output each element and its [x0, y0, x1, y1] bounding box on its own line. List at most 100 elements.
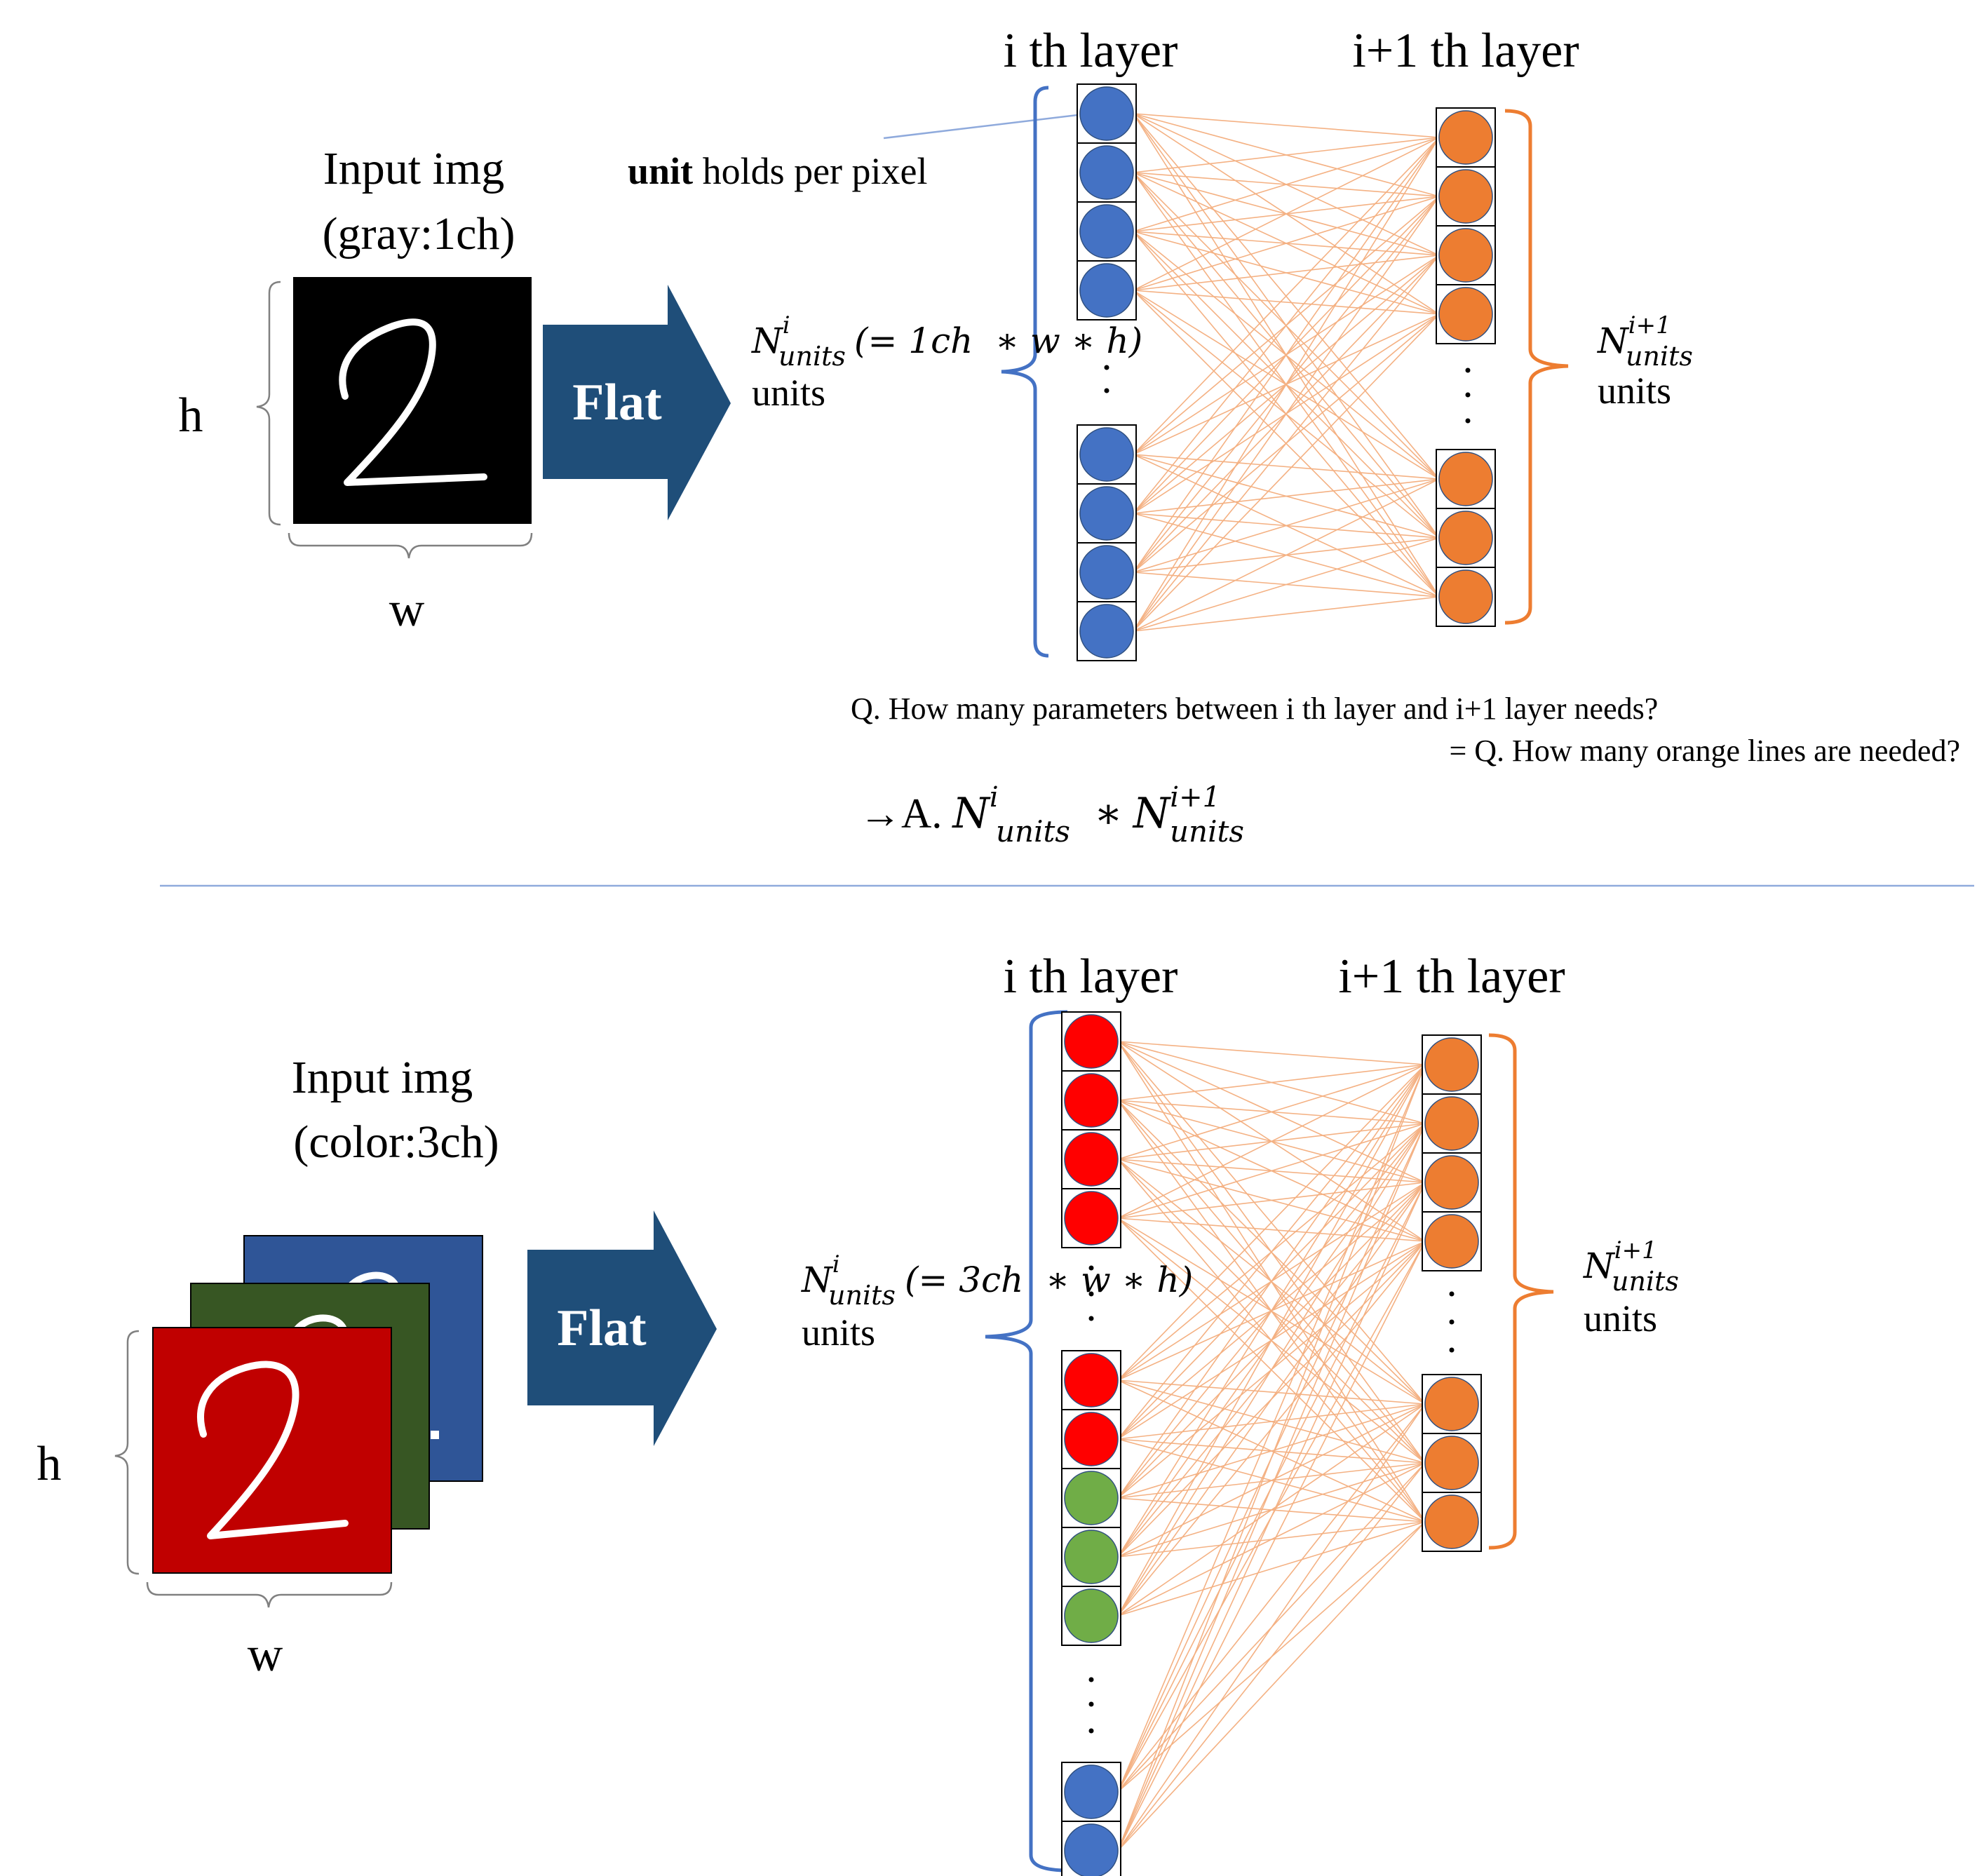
answer-sub1: units — [996, 814, 1070, 849]
connection-line — [1117, 1403, 1426, 1499]
top-right-ellipsis — [1465, 367, 1471, 424]
unit-circle — [1424, 1494, 1479, 1549]
unit-circle — [1079, 486, 1134, 541]
connection-line — [1133, 290, 1440, 315]
bottom-left-unit-2 — [1061, 1070, 1121, 1131]
unit-circle — [1079, 263, 1134, 318]
bottom-left-unit-1 — [1061, 1011, 1121, 1072]
connection-line — [1117, 1064, 1426, 1440]
bottom-right-unit-2 — [1422, 1093, 1482, 1154]
connection-line — [1133, 137, 1440, 455]
bottom-left-units-word: units — [802, 1311, 875, 1354]
connection-line — [1117, 1182, 1426, 1851]
connection-line — [1117, 1064, 1426, 1219]
unit-circle — [1424, 1214, 1479, 1269]
answer-formula: →A. Ni units ∗ Ni+1 units — [859, 781, 1244, 849]
bottom-layer-i1-title: i+1 th layer — [1338, 950, 1565, 1004]
top-right-unit-3 — [1436, 225, 1496, 285]
connection-line — [1117, 1182, 1426, 1617]
answer-N1: N — [951, 789, 991, 838]
unit-circle — [1438, 511, 1493, 565]
formula-sub: units — [1626, 341, 1693, 372]
formula-expr: (= 3ch ∗ w ∗ h) — [905, 1260, 1193, 1300]
connection-line — [1133, 478, 1440, 573]
connection-line — [1117, 1403, 1426, 1793]
connection-line — [1133, 313, 1440, 632]
connection-line — [1117, 1521, 1426, 1851]
unit-circle — [1424, 1377, 1479, 1431]
connection-line — [1117, 1123, 1426, 1851]
bottom-left-unit-3 — [1061, 1129, 1121, 1189]
answer-prefix: →A. — [859, 790, 952, 837]
bottom-left-brace — [985, 1010, 1068, 1872]
bottom-left-unit-10 — [1061, 1762, 1121, 1822]
connection-line — [1133, 137, 1440, 573]
bottom-left-unit-6 — [1061, 1409, 1121, 1469]
unit-circle — [1064, 1588, 1119, 1643]
bottom-left-unit-7 — [1061, 1468, 1121, 1528]
connection-line — [1117, 1403, 1426, 1558]
connection-line — [1133, 137, 1440, 232]
connection-line — [1133, 137, 1440, 173]
connection-line — [1117, 1403, 1426, 1851]
top-right-units-word: units — [1598, 370, 1671, 412]
top-w-brace — [288, 532, 533, 559]
top-left-unit-7 — [1077, 542, 1137, 602]
connection-line — [1133, 537, 1440, 632]
bottom-h-brace — [114, 1330, 140, 1575]
connection-line — [1117, 1462, 1426, 1617]
top-right-unit-7 — [1436, 567, 1496, 627]
bottom-right-unit-6 — [1422, 1433, 1482, 1493]
top-left-unit-8 — [1077, 601, 1137, 661]
bottom-left-unit-9 — [1061, 1586, 1121, 1646]
unit-circle — [1438, 169, 1493, 224]
connection-line — [1133, 478, 1440, 514]
connection-line — [1117, 1241, 1426, 1851]
top-flat-arrow — [543, 285, 731, 520]
top-right-unit-5 — [1436, 449, 1496, 509]
top-left-units-word: units — [752, 372, 825, 414]
connection-line — [1117, 1521, 1426, 1617]
top-right-unit-4 — [1436, 284, 1496, 344]
connection-line — [1117, 1064, 1426, 1160]
connection-line — [1117, 1217, 1426, 1242]
formula-N: N — [1583, 1246, 1616, 1286]
top-left-brace — [1001, 86, 1049, 658]
connection-line — [1133, 137, 1440, 291]
top-layer-i1-title: i+1 th layer — [1352, 24, 1579, 78]
question-line-2: = Q. How many orange lines are needed? — [1449, 734, 1960, 768]
top-left-unit-1 — [1077, 83, 1137, 144]
unit-circle — [1079, 145, 1134, 200]
connection-line — [1133, 137, 1440, 514]
red-channel-digit — [197, 1361, 349, 1539]
unit-circle — [1438, 228, 1493, 283]
bottom-right-ellipsis — [1449, 1291, 1455, 1353]
connection-line — [1133, 196, 1440, 632]
bottom-flat-label: Flat — [557, 1300, 647, 1357]
unit-circle — [1064, 1132, 1119, 1187]
bottom-left-ellipsis-lower — [1088, 1677, 1094, 1734]
top-left-ellipsis — [1104, 365, 1109, 393]
top-connection-lines — [1133, 113, 1440, 632]
connection-line — [1117, 1064, 1426, 1851]
top-right-unit-6 — [1436, 508, 1496, 568]
connection-line — [1133, 255, 1440, 632]
unit-circle — [1079, 86, 1134, 141]
unit-circle — [1064, 1014, 1119, 1069]
connection-line — [1133, 454, 1440, 480]
formula-expr: (= 1ch ∗ w ∗ h) — [854, 320, 1142, 361]
connection-line — [1117, 1123, 1426, 1617]
unit-circle — [1064, 1073, 1119, 1128]
connection-line — [1133, 196, 1440, 291]
bottom-right-unit-3 — [1422, 1152, 1482, 1213]
unit-circle — [1064, 1471, 1119, 1525]
unit-circle — [1438, 569, 1493, 624]
connection-line — [1133, 255, 1440, 291]
bottom-connection-lines — [1117, 1041, 1426, 1851]
top-right-unit-2 — [1436, 166, 1496, 227]
connection-line — [1117, 1064, 1426, 1101]
unit-circle — [1438, 110, 1493, 165]
unit-circle — [1424, 1096, 1479, 1151]
formula-sub: units — [1612, 1266, 1679, 1297]
top-h-label: h — [179, 389, 203, 443]
